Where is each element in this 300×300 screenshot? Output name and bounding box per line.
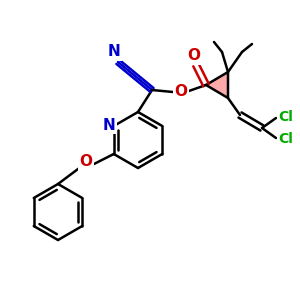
Text: O: O: [80, 154, 92, 169]
Polygon shape: [206, 72, 228, 98]
Text: Cl: Cl: [279, 132, 293, 146]
Text: Cl: Cl: [279, 110, 293, 124]
Text: Cl: Cl: [279, 110, 293, 124]
Text: O: O: [188, 49, 200, 64]
Text: O: O: [175, 85, 188, 100]
Text: O: O: [80, 154, 92, 169]
Text: N: N: [108, 44, 120, 59]
Text: N: N: [102, 118, 115, 133]
Text: O: O: [188, 49, 200, 64]
Text: N: N: [108, 44, 120, 59]
Text: N: N: [102, 118, 115, 133]
Text: Cl: Cl: [279, 132, 293, 146]
Text: O: O: [175, 85, 188, 100]
